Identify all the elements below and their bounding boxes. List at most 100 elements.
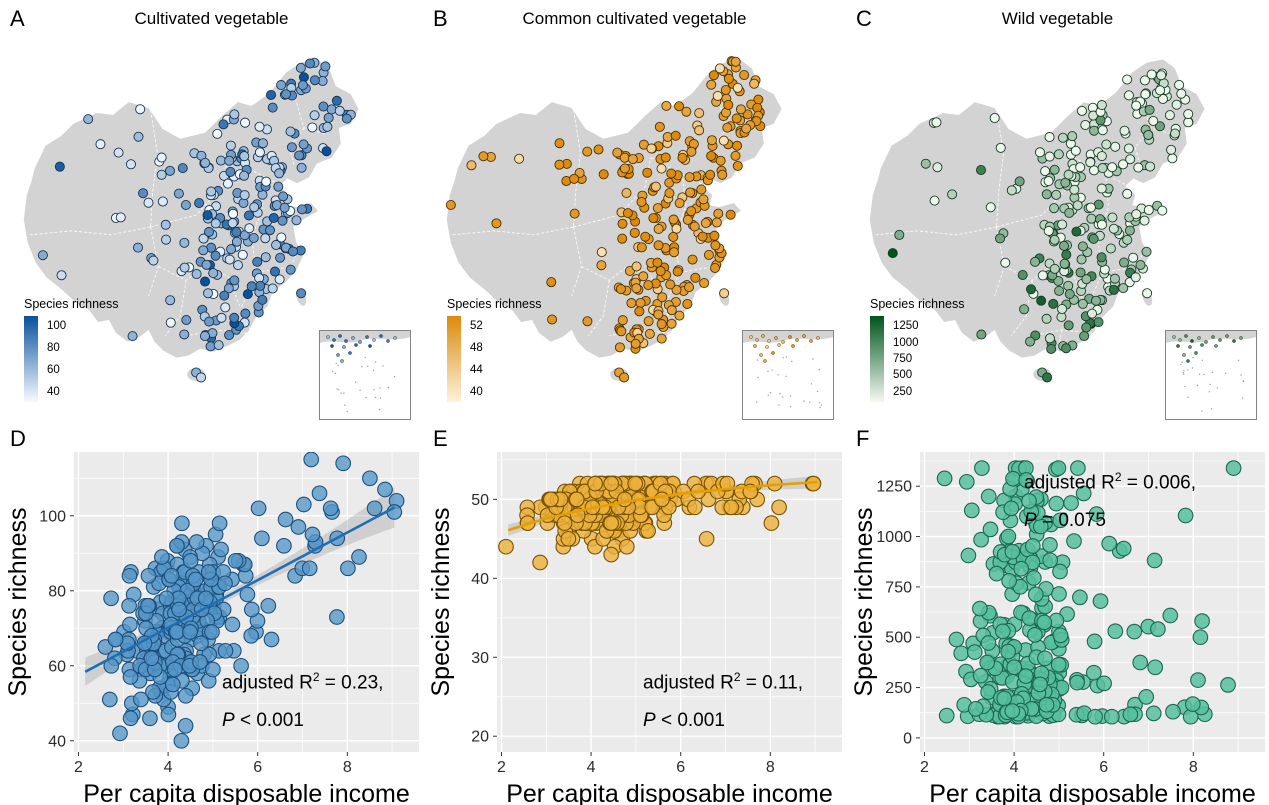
map-dot xyxy=(619,163,630,174)
map-dot xyxy=(687,254,698,265)
axis-tick-label: 20 xyxy=(471,729,489,746)
inset-islet xyxy=(1183,370,1185,372)
province-border xyxy=(1073,157,1128,186)
map-dot xyxy=(257,138,268,149)
map-dot xyxy=(1108,223,1119,234)
axis-tick-label: 8 xyxy=(766,759,775,776)
map-dot xyxy=(976,329,987,340)
map-dot xyxy=(1076,254,1087,265)
map-dot xyxy=(1119,257,1130,268)
data-point xyxy=(140,567,157,584)
map-dot xyxy=(224,155,235,166)
map-dot xyxy=(226,244,237,255)
data-point xyxy=(142,710,158,727)
axis-tick-label: 4 xyxy=(587,759,596,776)
inset-islet xyxy=(779,392,781,395)
inset-islet xyxy=(1183,373,1185,375)
stats-annotation: adjusted R2 = 0.23, P < 0.001 xyxy=(222,656,383,742)
legend-ticks: 52 48 44 40 xyxy=(470,316,520,402)
map-dot xyxy=(1096,252,1107,263)
panel-a: A Cultivated vegetable Species richness … xyxy=(0,0,423,420)
map-dot xyxy=(677,152,688,163)
data-point xyxy=(1042,552,1059,569)
map-dot xyxy=(285,264,296,275)
map-dot xyxy=(224,330,235,341)
map-dot xyxy=(1081,322,1092,333)
map-dot xyxy=(181,314,192,325)
inset-islet xyxy=(1242,380,1245,382)
inset-dot xyxy=(759,353,763,357)
data-point xyxy=(163,567,180,584)
data-point xyxy=(1220,677,1236,693)
scatter-plot: 0 250 500 750 1000 1250 2 4 6 8 xyxy=(876,452,1265,776)
data-point xyxy=(145,684,161,700)
inset-islet xyxy=(1198,373,1201,375)
data-point xyxy=(1103,708,1120,725)
data-point xyxy=(140,597,156,614)
inset-islet xyxy=(393,375,396,378)
map-dot xyxy=(208,268,219,279)
map-dot xyxy=(1119,125,1130,136)
axis-tick-label: 2 xyxy=(74,759,83,776)
map-dot xyxy=(1118,159,1129,170)
map-dot xyxy=(1057,219,1068,230)
inset-islet xyxy=(809,401,811,403)
inset-islet xyxy=(769,391,772,394)
map-dot xyxy=(1037,270,1048,281)
inset-dot xyxy=(1225,334,1229,338)
inset-islet xyxy=(373,389,375,391)
map-dot xyxy=(920,158,931,169)
map-dot xyxy=(1041,189,1052,200)
map-dot xyxy=(191,269,202,280)
data-point xyxy=(362,470,378,487)
map-dot xyxy=(1146,69,1157,80)
map-dot xyxy=(1131,100,1142,111)
legend-title: Species richness xyxy=(870,297,965,311)
map-dot xyxy=(239,151,250,162)
data-point xyxy=(980,488,997,505)
inset-islet xyxy=(1184,385,1186,388)
map-dot xyxy=(1167,153,1178,164)
map-dot xyxy=(1089,125,1100,136)
inset-islet xyxy=(817,390,819,393)
province-border xyxy=(150,109,158,227)
map-dot xyxy=(297,204,308,215)
map-dot xyxy=(268,212,279,223)
inset-islet xyxy=(1216,387,1218,389)
inset-dot xyxy=(1211,335,1215,339)
map-dot xyxy=(1026,284,1037,295)
map-dot xyxy=(1122,234,1133,245)
map-dot xyxy=(1110,141,1121,152)
map-dot xyxy=(642,167,653,178)
data-point xyxy=(160,706,177,723)
map-dot xyxy=(254,121,265,132)
inset-dot xyxy=(1218,338,1222,342)
map-dot xyxy=(1122,188,1133,199)
data-point xyxy=(1184,696,1201,712)
panel-label-a: A xyxy=(10,6,25,31)
inset-islet xyxy=(365,396,367,399)
data-point xyxy=(979,654,996,671)
map-dot xyxy=(1143,129,1154,140)
inset-dot xyxy=(1178,338,1182,342)
map-dot xyxy=(287,246,299,257)
map-dot xyxy=(1019,304,1030,315)
data-point xyxy=(936,470,953,487)
inset-dot xyxy=(781,340,785,344)
x-axis-title: Per capita disposable income xyxy=(506,780,833,805)
map-dot xyxy=(243,210,254,221)
map-dot xyxy=(1057,303,1068,314)
scatter-plot: 20 30 40 50 2 4 6 8 xyxy=(471,452,842,776)
map-dot xyxy=(1155,85,1166,96)
map-dot xyxy=(616,326,627,337)
map-dot xyxy=(947,189,958,200)
map-dot xyxy=(1072,200,1083,211)
map-dot xyxy=(1061,343,1072,354)
data-point xyxy=(532,554,548,571)
inset-islet xyxy=(1191,367,1194,369)
map-dot xyxy=(1044,151,1055,162)
inset-islet xyxy=(361,366,363,368)
data-point xyxy=(254,530,270,547)
data-point xyxy=(1147,659,1164,676)
map-dot xyxy=(668,231,679,242)
